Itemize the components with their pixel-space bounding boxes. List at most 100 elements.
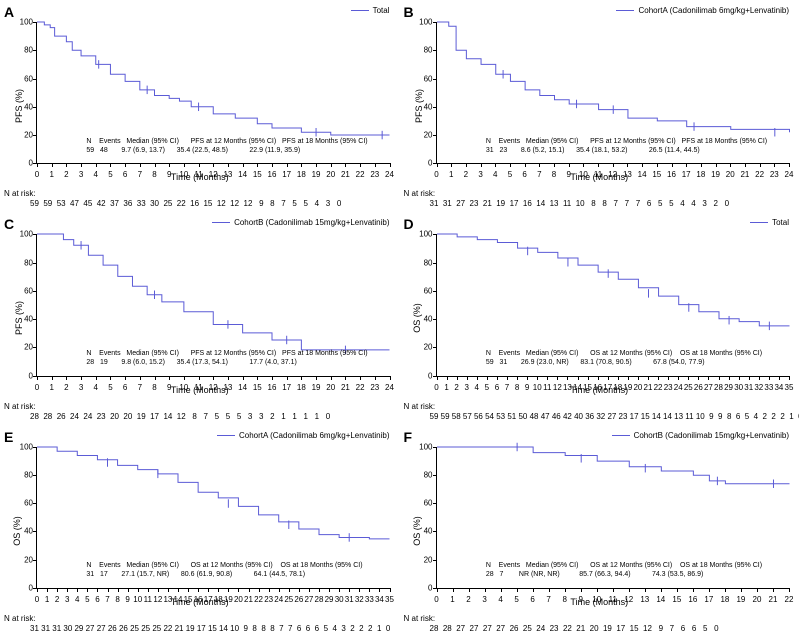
xtick <box>96 163 97 167</box>
xtick <box>228 163 229 167</box>
xtick <box>243 163 244 167</box>
xtick-label: 16 <box>688 595 697 604</box>
xtick-label: 3 <box>79 170 83 179</box>
xtick <box>390 163 391 167</box>
xtick-label: 0 <box>35 383 39 392</box>
ytick-label: 60 <box>415 74 433 83</box>
xtick <box>96 376 97 380</box>
xtick-label: 23 <box>264 595 273 604</box>
xtick <box>57 588 58 592</box>
ytick-label: 80 <box>15 470 33 479</box>
xtick-label: 11 <box>543 383 551 392</box>
xtick <box>677 588 678 592</box>
xtick-label: 23 <box>770 170 779 179</box>
xtick <box>688 376 689 380</box>
xtick-label: 12 <box>553 383 562 392</box>
xtick <box>316 163 317 167</box>
xtick <box>774 163 775 167</box>
xtick <box>517 588 518 592</box>
km-curve <box>37 234 390 350</box>
legend-text: CohortB (Cadonilimab 15mg/kg+Lenvatinib) <box>234 218 389 227</box>
xtick <box>37 588 38 592</box>
ytick-label: 100 <box>415 18 433 27</box>
xtick <box>495 163 496 167</box>
xtick <box>169 163 170 167</box>
xtick-label: 15 <box>652 170 661 179</box>
ytick-label: 0 <box>15 371 33 380</box>
xtick <box>158 588 159 592</box>
xtick-label: 29 <box>724 383 733 392</box>
ytick-label: 20 <box>415 131 433 140</box>
xtick <box>549 588 550 592</box>
x-axis-label: Time (Months) <box>171 172 229 182</box>
xtick-label: 0 <box>434 595 438 604</box>
xtick <box>510 163 511 167</box>
xtick <box>301 163 302 167</box>
xtick <box>81 376 82 380</box>
xtick-label: 15 <box>253 170 262 179</box>
atrisk-row: 59 59 58 57 56 54 53 51 50 48 47 46 42 4… <box>430 412 790 421</box>
xtick-label: 25 <box>684 383 693 392</box>
xtick-label: 21 <box>740 170 749 179</box>
xtick-label: 23 <box>664 383 673 392</box>
xtick <box>379 588 380 592</box>
y-axis-label: OS (%) <box>411 516 421 546</box>
xtick-label: 32 <box>355 595 364 604</box>
atrisk-title: N at risk: <box>404 189 436 198</box>
xtick-label: 22 <box>356 383 365 392</box>
xtick-label: 3 <box>478 170 482 179</box>
ytick-label: 20 <box>15 131 33 140</box>
xtick-label: 26 <box>294 595 303 604</box>
xtick <box>779 376 780 380</box>
panel-label: E <box>4 429 13 445</box>
xtick-label: 14 <box>238 170 247 179</box>
xtick-label: 2 <box>466 595 470 604</box>
xtick <box>730 163 731 167</box>
xtick-label: 8 <box>152 170 156 179</box>
xtick-label: 4 <box>493 170 497 179</box>
ytick-label: 20 <box>15 555 33 564</box>
xtick <box>37 376 38 380</box>
xtick-label: 9 <box>125 595 129 604</box>
xtick <box>259 588 260 592</box>
xtick-label: 0 <box>434 383 438 392</box>
xtick <box>437 376 438 380</box>
xtick-label: 7 <box>138 170 142 179</box>
xtick-label: 8 <box>552 170 556 179</box>
panel-F: FCohortB (Cadonilimab 15mg/kg+Lenvatinib… <box>400 425 799 637</box>
xtick-label: 5 <box>108 383 112 392</box>
xtick-label: 21 <box>341 383 350 392</box>
xtick <box>477 376 478 380</box>
xtick <box>390 588 391 592</box>
xtick-label: 34 <box>375 595 384 604</box>
y-axis-label: PFS (%) <box>14 89 24 123</box>
legend-line-icon <box>217 435 235 436</box>
xtick-label: 17 <box>704 595 713 604</box>
xtick <box>741 588 742 592</box>
xtick <box>257 163 258 167</box>
xtick <box>708 376 709 380</box>
xtick-label: 27 <box>704 383 713 392</box>
xtick-label: 9 <box>525 383 529 392</box>
xtick <box>686 163 687 167</box>
plot-area: 0204060801000123456789101112131415161718… <box>36 234 390 376</box>
xtick-label: 2 <box>454 383 458 392</box>
atrisk-row: 28 28 27 27 27 27 26 25 24 23 22 21 20 1… <box>430 624 790 633</box>
ytick-label: 80 <box>415 46 433 55</box>
xtick <box>588 376 589 380</box>
xtick-label: 24 <box>385 170 394 179</box>
panel-D: DTotal0204060801000123456789101112131415… <box>400 212 799 424</box>
xtick <box>628 376 629 380</box>
xtick-label: 3 <box>79 383 83 392</box>
ytick-label: 60 <box>415 286 433 295</box>
xtick-label: 25 <box>284 595 293 604</box>
xtick <box>657 163 658 167</box>
xtick <box>125 376 126 380</box>
xtick-label: 12 <box>153 595 162 604</box>
legend: Total <box>351 6 390 15</box>
xtick-label: 21 <box>341 170 350 179</box>
xtick <box>238 588 239 592</box>
xtick <box>67 588 68 592</box>
xtick <box>451 163 452 167</box>
xtick <box>537 376 538 380</box>
